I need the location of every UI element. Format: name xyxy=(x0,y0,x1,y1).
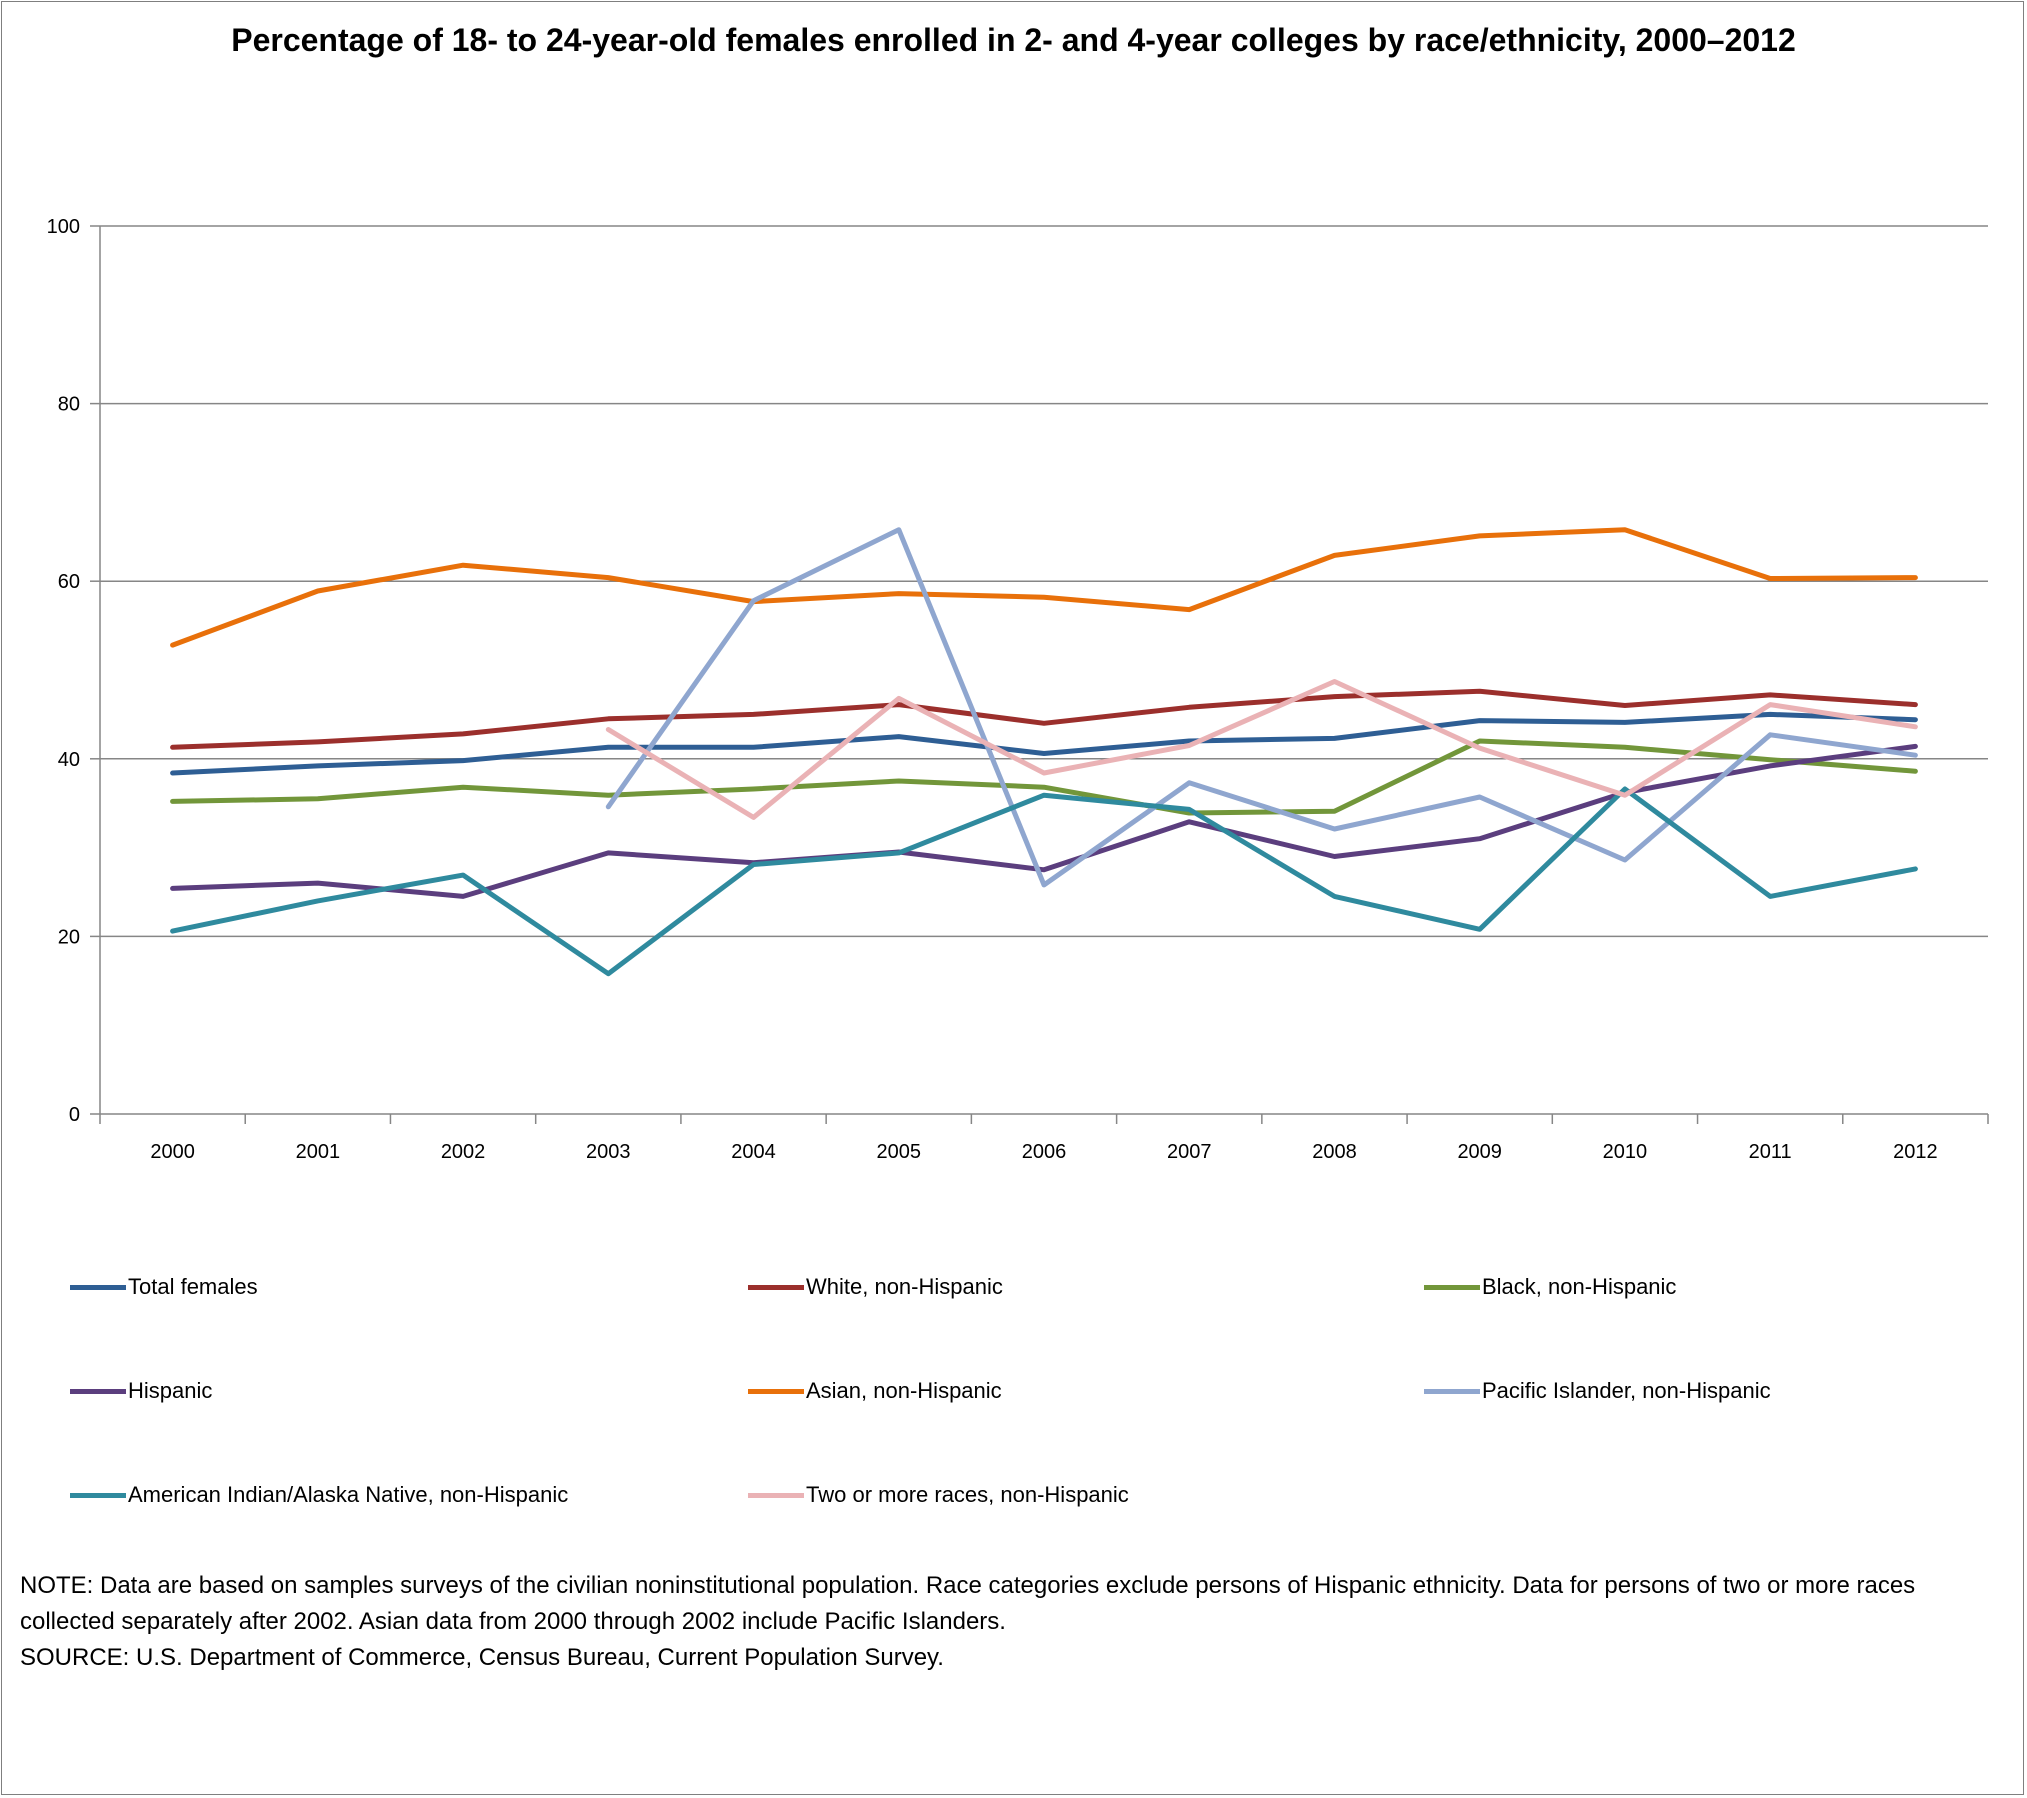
legend-label: White, non-Hispanic xyxy=(806,1274,1003,1299)
legend-label: Hispanic xyxy=(128,1378,213,1403)
legend-item-two-or-more-races-non-hispanic: Two or more races, non-Hispanic xyxy=(748,1480,1129,1510)
y-tick-label: 40 xyxy=(58,749,80,771)
x-tick-label: 2009 xyxy=(1457,1141,1502,1163)
legend-item-asian-non-hispanic: Asian, non-Hispanic xyxy=(748,1376,1002,1406)
legend-swatch xyxy=(70,1492,126,1498)
x-tick-label: 2008 xyxy=(1312,1141,1357,1163)
legend-swatch xyxy=(748,1492,804,1498)
y-tick-label: 80 xyxy=(58,394,80,416)
x-tick-labels: 2000 2001 2002 2003 2004 2005 2006 2007 2008 2009… xyxy=(150,1141,1937,1163)
source-text: SOURCE: U.S. Department of Commerce, Cen… xyxy=(20,1644,944,1671)
y-tick-label: 20 xyxy=(58,926,80,948)
x-tick-label: 2012 xyxy=(1893,1141,1938,1163)
legend-swatch xyxy=(1424,1388,1480,1394)
series-line-american-indian-alaska-native-non-hispanic xyxy=(170,786,1918,977)
x-tick-label: 2002 xyxy=(441,1141,486,1163)
notes: NOTE: Data are based on samples surveys … xyxy=(20,1568,2010,1676)
series-line-white-non-hispanic xyxy=(170,688,1918,750)
legend-swatch xyxy=(70,1388,126,1394)
legend-item-american-indian-alaska-native-non-hispanic: American Indian/Alaska Native, non-Hispa… xyxy=(70,1480,568,1510)
axes xyxy=(90,225,1989,1124)
legend-swatch xyxy=(748,1284,804,1290)
legend-item-pacific-islander-non-hispanic: Pacific Islander, non-Hispanic xyxy=(1424,1376,1771,1406)
series-line-hispanic xyxy=(170,743,1918,899)
gridlines xyxy=(100,225,1988,938)
x-tick-label: 2003 xyxy=(586,1141,631,1163)
legend-item-black-non-hispanic: Black, non-Hispanic xyxy=(1424,1272,1676,1302)
legend-item-hispanic: Hispanic xyxy=(70,1376,212,1406)
x-tick-label: 2010 xyxy=(1603,1141,1648,1163)
legend-swatch xyxy=(70,1284,126,1290)
x-tick-label: 2006 xyxy=(1022,1141,1067,1163)
legend-label: Asian, non-Hispanic xyxy=(806,1378,1002,1403)
y-tick-labels: 0 20 40 60 80 100 xyxy=(47,216,80,1126)
series-line-pacific-islander-non-hispanic xyxy=(605,527,1918,888)
series-line-total-females xyxy=(170,711,1918,776)
series-lines xyxy=(170,527,1918,977)
x-tick-label: 2007 xyxy=(1167,1141,1212,1163)
legend-label: Pacific Islander, non-Hispanic xyxy=(1482,1378,1771,1403)
legend-label: Two or more races, non-Hispanic xyxy=(806,1482,1129,1507)
legend-label: American Indian/Alaska Native, non-Hispa… xyxy=(128,1482,569,1507)
x-tick-label: 2011 xyxy=(1749,1141,1792,1163)
legend-label: Total females xyxy=(128,1274,258,1299)
chart-title: Percentage of 18- to 24-year-old females… xyxy=(231,22,1796,58)
legend-item-total-females: Total females xyxy=(70,1272,258,1302)
y-tick-label: 100 xyxy=(47,216,80,238)
x-tick-label: 2005 xyxy=(877,1141,922,1163)
legend-swatch xyxy=(1424,1284,1480,1290)
legend-item-white-non-hispanic: White, non-Hispanic xyxy=(748,1272,1003,1302)
legend-swatch xyxy=(748,1388,804,1394)
x-tick-label: 2004 xyxy=(731,1141,776,1163)
y-tick-label: 60 xyxy=(58,571,80,593)
series-line-two-or-more-races-non-hispanic xyxy=(605,679,1918,820)
y-tick-label: 0 xyxy=(69,1104,80,1126)
x-tick-label: 2001 xyxy=(296,1141,341,1163)
x-tick-label: 2000 xyxy=(150,1141,195,1163)
note-text: NOTE: Data are based on samples surveys … xyxy=(20,1572,1916,1635)
series-line-black-non-hispanic xyxy=(170,738,1918,816)
legend-label: Black, non-Hispanic xyxy=(1482,1274,1677,1299)
series-line-asian-non-hispanic xyxy=(170,527,1918,648)
